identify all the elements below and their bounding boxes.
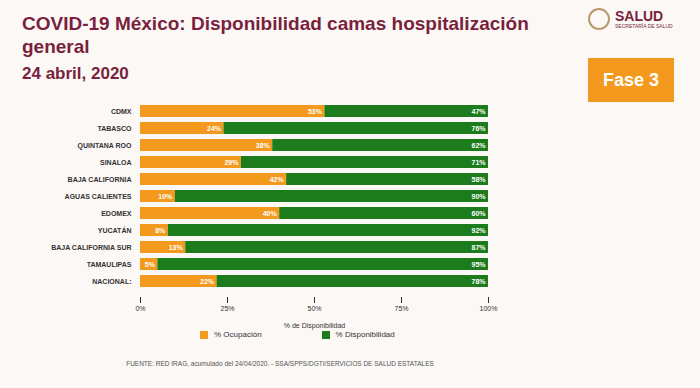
svg-text:25%: 25%: [220, 305, 234, 312]
svg-text:76%: 76%: [471, 125, 486, 132]
svg-text:CDMX: CDMX: [111, 108, 132, 115]
svg-text:50%: 50%: [307, 305, 321, 312]
svg-text:47%: 47%: [471, 108, 486, 115]
svg-text:TAMAULIPAS: TAMAULIPAS: [87, 261, 132, 268]
svg-text:5%: 5%: [145, 261, 156, 268]
svg-text:38%: 38%: [256, 142, 271, 149]
svg-text:71%: 71%: [471, 159, 486, 166]
svg-text:8%: 8%: [155, 227, 166, 234]
svg-text:75%: 75%: [394, 305, 408, 312]
svg-text:60%: 60%: [471, 210, 486, 217]
svg-text:13%: 13%: [169, 244, 184, 251]
svg-text:QUINTANA ROO: QUINTANA ROO: [77, 142, 132, 150]
svg-text:NACIONAL:: NACIONAL:: [92, 278, 131, 285]
svg-text:SINALOA: SINALOA: [100, 159, 132, 166]
svg-text:78%: 78%: [471, 278, 486, 285]
svg-text:YUCATÁN: YUCATÁN: [98, 226, 132, 234]
html-text:% Ocupación: % Ocupación: [214, 330, 262, 339]
svg-text:29%: 29%: [224, 159, 239, 166]
svg-text:92%: 92%: [471, 227, 486, 234]
svg-text:40%: 40%: [263, 210, 278, 217]
svg-text:EDOMEX: EDOMEX: [101, 210, 132, 217]
svg-text:100%: 100%: [480, 305, 498, 312]
svg-text:TABASCO: TABASCO: [97, 125, 132, 132]
html-text:SALUD: SALUD: [615, 7, 664, 24]
svg-text:24%: 24%: [207, 125, 222, 132]
svg-text:90%: 90%: [471, 193, 486, 200]
svg-text:62%: 62%: [471, 142, 486, 149]
svg-text:AGUAS CALIENTES: AGUAS CALIENTES: [65, 193, 132, 200]
html-text:Fase 3: Fase 3: [603, 69, 659, 90]
svg-text:BAJA CALIFORNIA: BAJA CALIFORNIA: [68, 176, 132, 183]
svg-text:0%: 0%: [135, 305, 145, 312]
svg-text:42%: 42%: [270, 176, 285, 183]
html-text:SECRETARÍA DE SALUD: SECRETARÍA DE SALUD: [615, 22, 673, 29]
html-text:24 abril, 2020: 24 abril, 2020: [22, 64, 129, 83]
svg-text:22%: 22%: [200, 278, 215, 285]
svg-text:58%: 58%: [471, 176, 486, 183]
svg-text:BAJA CALIFORNIA SUR: BAJA CALIFORNIA SUR: [51, 244, 131, 251]
svg-text:87%: 87%: [471, 244, 486, 251]
svg-text:10%: 10%: [158, 193, 173, 200]
html-text:% Disponibilidad: % Disponibilidad: [335, 330, 395, 339]
svg-text:95%: 95%: [471, 261, 486, 268]
html-text:FUENTE: RED IRAG, acumulado de: FUENTE: RED IRAG, acumulado del 24/04/20…: [126, 360, 434, 367]
html-text:COVID-19 México: Disponibilida: COVID-19 México: Disponibilidad camas ho…: [22, 13, 529, 57]
svg-text:53%: 53%: [308, 108, 323, 115]
svg-text:% de Disponibilidad: % de Disponibilidad: [284, 322, 346, 330]
